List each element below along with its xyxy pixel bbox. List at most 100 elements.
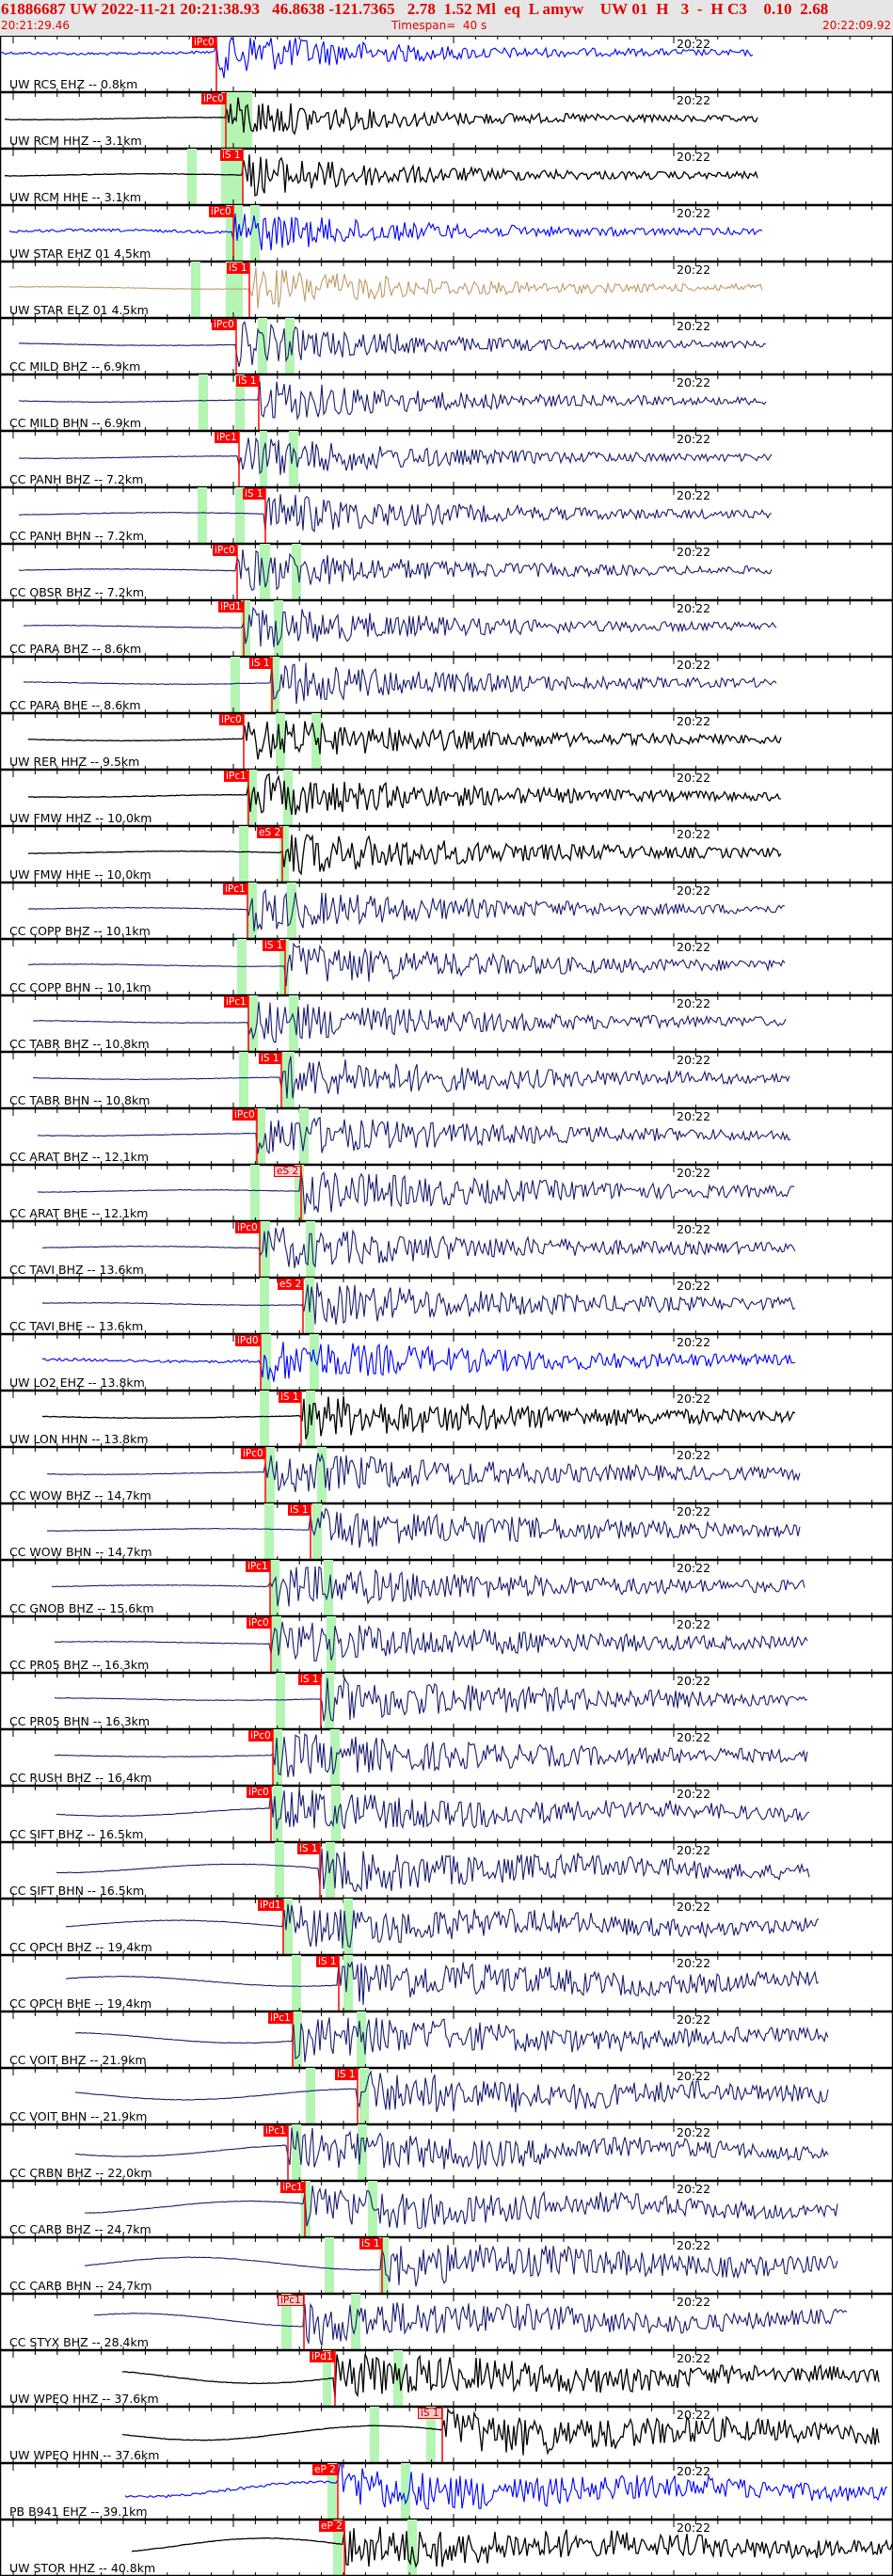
station-label: UW RCS EHZ -- 0.8km <box>9 77 138 91</box>
phase-pick-flag[interactable]: iPc0 <box>192 37 216 48</box>
minute-marker: 20:22 <box>677 2408 711 2422</box>
phase-pick-flag[interactable]: iPc0 <box>213 545 237 556</box>
minute-marker: 20:22 <box>677 37 711 51</box>
phase-pick-flag[interactable]: iS 1 <box>249 658 272 669</box>
phase-pick-flag[interactable]: iS 1 <box>279 1391 301 1403</box>
station-label: CC GNOB BHZ -- 15.6km <box>9 1601 154 1615</box>
phase-pick-flag[interactable]: iPc0 <box>248 1730 273 1741</box>
phase-pick-flag[interactable]: iPd1 <box>258 1900 283 1911</box>
phase-pick-flag[interactable]: iPc0 <box>212 319 236 330</box>
minute-marker: 20:22 <box>677 1843 711 1857</box>
minute-marker: 20:22 <box>677 375 711 390</box>
station-label: UW LON HHN -- 13.8km <box>9 1432 149 1446</box>
minute-marker: 20:22 <box>677 2012 711 2027</box>
minute-marker: 20:22 <box>677 1787 711 1801</box>
station-label: UW STAR ELZ 01 4.5km <box>9 303 149 317</box>
phase-pick-flag[interactable]: iPc1 <box>215 432 239 443</box>
phase-pick-flag[interactable]: iPc0 <box>219 714 244 725</box>
phase-pick-flag[interactable]: iPc0 <box>232 1109 257 1121</box>
station-label: UW RCM HHE -- 3.1km <box>9 190 141 204</box>
minute-marker: 20:22 <box>677 658 711 672</box>
station-label: CC ARAT BHE -- 12.1km <box>9 1206 149 1220</box>
phase-pick-flag[interactable]: iPd0 <box>235 1335 261 1346</box>
phase-pick-flag[interactable]: iPc0 <box>247 1787 271 1798</box>
event-header: 61886687 UW 2022-11-21 20:21:38.93 46.86… <box>0 0 893 36</box>
waveform-trace <box>37 1170 795 1215</box>
station-label: UW WPEQ HHZ -- 37.6km <box>9 2392 159 2406</box>
phase-pick-flag[interactable]: iS 1 <box>259 1053 281 1064</box>
phase-pick-flag[interactable]: iS 1 <box>335 2069 358 2080</box>
phase-pick-flag[interactable]: iPc0 <box>241 1448 265 1459</box>
phase-pick-flag[interactable]: iS 1 <box>263 940 285 951</box>
phase-pick-flag[interactable]: iPc0 <box>247 1617 271 1629</box>
waveform-trace <box>74 2069 829 2113</box>
minute-marker: 20:22 <box>677 883 711 898</box>
phase-pick-flag[interactable]: iPd1 <box>218 601 244 612</box>
phase-pick-flag[interactable]: eP 2 <box>319 2520 344 2532</box>
station-label: CC PANH BHZ -- 7.2km <box>9 472 144 486</box>
phase-pick-flag[interactable]: iPc0 <box>209 206 233 217</box>
waveform-trace <box>41 1282 796 1326</box>
waveform-trace <box>51 1566 805 1607</box>
station-label: CC COPP BHZ -- 10.1km <box>9 924 151 938</box>
phase-pick-flag[interactable]: iPc1 <box>268 2012 293 2024</box>
phase-pick-flag[interactable]: iPc1 <box>280 2182 305 2193</box>
waveform-trace <box>54 1675 808 1722</box>
phase-pick-flag[interactable]: iS 1 <box>236 375 259 387</box>
waveform-trace <box>75 2017 829 2062</box>
phase-pick-flag[interactable]: iPc1 <box>224 996 248 1008</box>
phase-pick-flag[interactable]: iS 1 <box>418 2408 442 2419</box>
phase-pick-flag[interactable]: eS 2 <box>278 1279 304 1290</box>
waveform-trace <box>37 1116 791 1155</box>
minute-marker: 20:22 <box>677 1053 711 1067</box>
phase-pick-flag[interactable]: iS 1 <box>243 488 265 500</box>
station-label: CC TABR BHZ -- 10.8km <box>9 1037 150 1051</box>
timespan-label: Timespan= 40 s <box>391 19 487 32</box>
phase-pick-flag[interactable]: iS 1 <box>297 1843 320 1854</box>
phase-pick-flag[interactable]: iPd1 <box>310 2351 335 2362</box>
minute-marker: 20:22 <box>677 771 711 785</box>
phase-pick-flag[interactable]: iS 1 <box>316 1956 339 1967</box>
phase-pick-flag[interactable]: iPc0 <box>201 93 226 104</box>
phase-pick-flag[interactable]: iPc1 <box>246 1561 270 1572</box>
phase-pick-flag[interactable]: iS 1 <box>298 1674 321 1685</box>
waveform-trace <box>93 2302 848 2346</box>
phase-pick-flag[interactable]: iS 1 <box>227 262 249 274</box>
phase-pick-flag[interactable]: iPc1 <box>263 2125 288 2137</box>
phase-pick-flag[interactable]: eP 2 <box>312 2464 338 2475</box>
waveform-trace <box>18 321 767 368</box>
waveform-trace <box>46 1507 801 1549</box>
phase-pick-flag[interactable]: iPc1 <box>224 771 248 782</box>
minute-marker: 20:22 <box>677 488 711 502</box>
waveform-trace <box>84 2244 838 2287</box>
station-label: UW RER HHZ -- 9.5km <box>9 755 140 769</box>
minute-marker: 20:22 <box>677 1504 711 1519</box>
waveform-trace <box>27 942 786 987</box>
phase-pick-flag[interactable]: iPc1 <box>278 2295 304 2306</box>
phase-pick-flag[interactable]: eS 2 <box>257 827 283 838</box>
phase-pick-flag[interactable]: iPc0 <box>235 1222 260 1233</box>
start-time: 20:21:29.46 <box>1 19 70 32</box>
waveform-trace <box>32 1001 787 1043</box>
phase-pick-flag[interactable]: iPc1 <box>223 883 247 895</box>
minute-marker: 20:22 <box>677 1617 711 1631</box>
phase-pick-flag[interactable]: iS 1 <box>288 1504 311 1516</box>
station-label: PB B941 EHZ -- 39.1km <box>9 2504 148 2519</box>
waveform-trace <box>18 381 767 421</box>
station-label: CC PR05 BHN -- 16.3km <box>9 1714 151 1728</box>
waveform-trace <box>4 154 758 197</box>
phase-pick-flag[interactable]: eS 2 <box>274 1166 302 1177</box>
phase-pick-flag[interactable]: iS 1 <box>359 2238 382 2250</box>
station-label: CC PARA BHE -- 8.6km <box>9 698 141 712</box>
minute-marker: 20:22 <box>677 1956 711 1970</box>
station-label: CC OPCH BHZ -- 19.4km <box>9 1940 152 1954</box>
station-label: CC TAVI BHE -- 13.6km <box>9 1319 144 1333</box>
waveform-trace <box>74 2127 829 2170</box>
seismogram-panel[interactable]: UW RCS EHZ -- 0.8km 20:22 iPc0 UW RCM HHZ -… <box>0 36 893 2576</box>
station-label: CC SIFT BHN -- 16.5km <box>9 1884 145 1898</box>
station-label: CC MILD BHN -- 6.9km <box>9 416 142 430</box>
station-label: CC OBSR BHZ -- 7.2km <box>9 585 145 599</box>
station-label: UW FMW HHZ -- 10.0km <box>9 811 152 825</box>
waveform-trace <box>46 1453 801 1493</box>
phase-pick-flag[interactable]: iS 1 <box>220 150 243 161</box>
